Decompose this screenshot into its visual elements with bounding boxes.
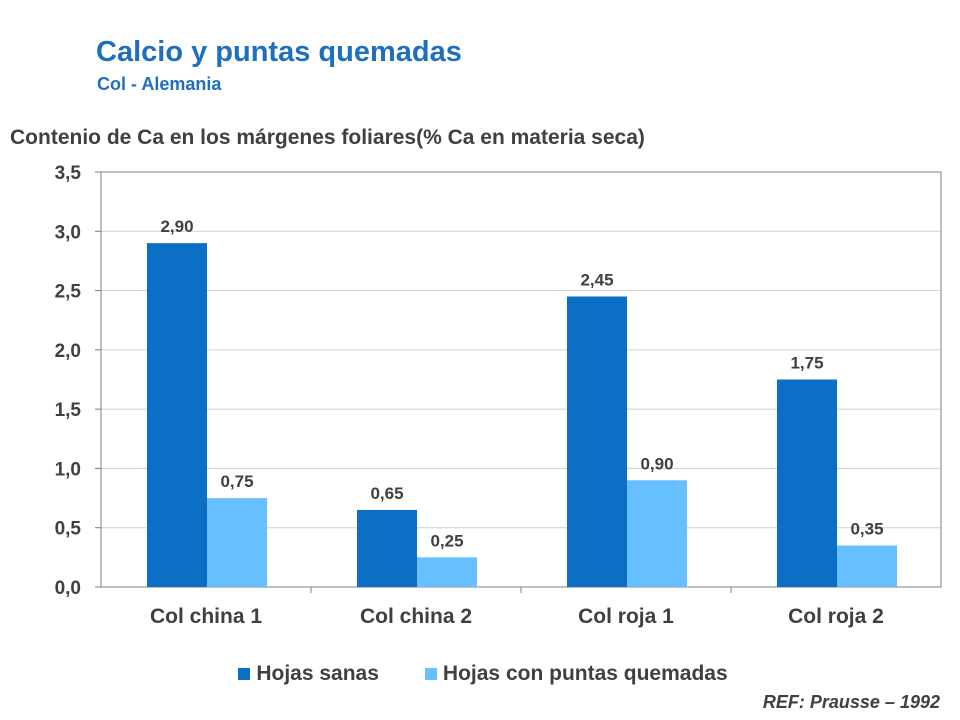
legend-swatch-hojas-sanas — [238, 668, 251, 680]
data-label: 0,25 — [430, 531, 463, 550]
legend-swatch-hojas-quemadas — [424, 668, 437, 680]
y-tick-label: 1,5 — [55, 400, 82, 421]
x-category-label: Col roja 2 — [788, 605, 884, 628]
bar — [417, 557, 477, 587]
data-label: 0,65 — [370, 484, 403, 503]
y-tick-label: 2,0 — [55, 341, 81, 362]
data-label: 2,45 — [580, 271, 613, 290]
bar — [357, 509, 417, 587]
chart-title: Calcio y puntas quemadas — [96, 36, 462, 68]
data-label: 1,75 — [790, 354, 823, 373]
data-label: 2,90 — [160, 217, 193, 236]
x-category-label: Col china 1 — [150, 605, 262, 628]
y-tick-label: 0,0 — [55, 578, 81, 599]
y-tick-label: 2,5 — [55, 282, 82, 303]
legend-label-hojas-quemadas: Hojas con puntas quemadas — [442, 662, 728, 685]
data-label: 0,35 — [850, 520, 883, 539]
data-label: 0,90 — [640, 454, 673, 473]
y-axis-label: Contenio de Ca en los márgenes foliares(… — [10, 126, 645, 149]
y-tick-label: 1,0 — [55, 459, 81, 480]
y-tick-label: 3,5 — [55, 163, 82, 184]
x-category-label: Col china 2 — [360, 605, 472, 628]
x-category-label: Col roja 1 — [578, 605, 674, 628]
legend-item-hojas-sanas: Hojas sanas — [238, 662, 379, 686]
reference-note: REF: Prausse – 1992 — [762, 692, 940, 712]
bar — [627, 480, 687, 587]
legend: Hojas sanas Hojas con puntas quemadas — [0, 662, 960, 686]
legend-label-hojas-sanas: Hojas sanas — [256, 662, 379, 685]
bar — [207, 498, 267, 587]
legend-item-hojas-quemadas: Hojas con puntas quemadas — [424, 662, 728, 686]
y-tick-label: 3,0 — [55, 222, 81, 243]
bar — [837, 545, 897, 587]
chart-subtitle: Col - Alemania — [97, 74, 222, 94]
bar — [777, 379, 837, 587]
bar — [147, 243, 207, 587]
data-label: 0,75 — [220, 472, 253, 491]
bar — [567, 296, 627, 587]
y-tick-label: 0,5 — [55, 519, 82, 540]
